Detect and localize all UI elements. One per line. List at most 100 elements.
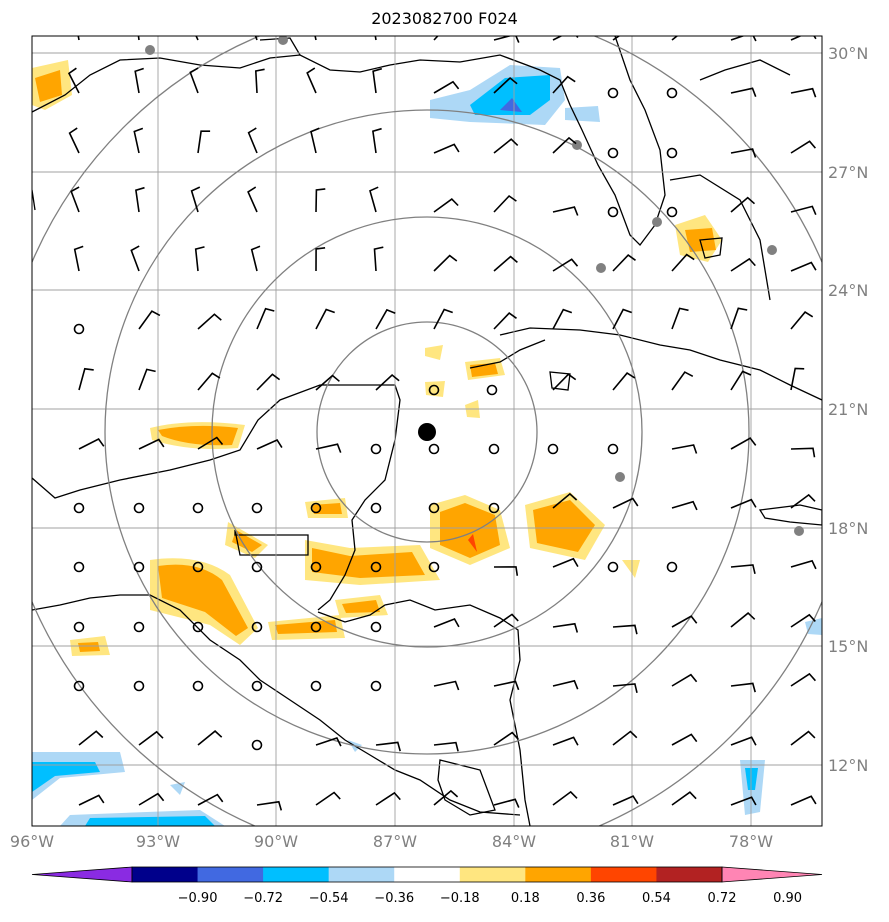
wind-barb [730, 196, 756, 213]
wind-barbs [67, 36, 817, 811]
calm-circle [428, 384, 440, 396]
wind-barb [790, 261, 817, 272]
wind-barb [197, 730, 223, 746]
map-area [32, 36, 822, 826]
calm-circle [428, 443, 440, 455]
wind-barb [138, 368, 156, 391]
wind-barb [612, 308, 632, 330]
calm-circle [192, 621, 204, 633]
colorbar: −0.90 −0.72 −0.54 −0.36 −0.18 0.18 0.36 0.54 0.7… [31, 866, 823, 906]
lon-label: 78°W [729, 832, 773, 851]
wind-barb [671, 615, 698, 628]
wind-barb [730, 370, 752, 391]
calm-circle [486, 384, 498, 396]
wind-barb [790, 205, 817, 216]
station-dot [278, 36, 288, 45]
wind-barb [433, 618, 460, 628]
wind-barb [133, 127, 144, 154]
wind-barb [375, 308, 396, 330]
range-rings [32, 36, 822, 826]
range-ring [316, 321, 538, 543]
wind-barb [375, 373, 400, 391]
range-ring [211, 216, 643, 648]
wind-barb [671, 444, 698, 454]
calm-circle [192, 680, 204, 692]
wind-barb [433, 789, 459, 806]
wind-barb [552, 308, 573, 330]
colorbar-tick-label: 0.36 [576, 891, 605, 906]
wind-barb [78, 437, 105, 450]
wind-barb [790, 795, 817, 806]
wind-barb [493, 36, 520, 43]
station-dot [596, 263, 606, 273]
calm-circle [607, 206, 619, 218]
wind-barb [315, 374, 340, 391]
wind-barb [493, 798, 520, 808]
wind-barb [70, 186, 80, 213]
wind-barb [790, 493, 816, 509]
wind-barb [306, 67, 317, 94]
wind-barb [612, 254, 636, 272]
wind-barb [375, 741, 401, 752]
wind-barb [730, 682, 756, 693]
wind-barb [552, 679, 579, 690]
colorbar-swatch [263, 867, 330, 882]
wind-barb [493, 731, 519, 746]
wind-barb [730, 307, 748, 330]
wind-barb [372, 67, 383, 94]
lon-label: 81°W [610, 832, 654, 851]
wind-barb [315, 308, 335, 330]
station-dot [767, 245, 777, 255]
latitude-labels: 30°N 27°N 24°N 21°N 18°N 15°N 12°N [828, 44, 868, 775]
wind-barb [433, 680, 460, 691]
wind-barb [138, 730, 164, 746]
lat-label: 30°N [828, 44, 868, 63]
calm-circle [607, 561, 619, 573]
calm-circle [73, 323, 85, 335]
wind-barb [135, 186, 145, 213]
wind-barb [612, 683, 638, 693]
calm-wind-circles [73, 87, 678, 751]
calm-circle [607, 147, 619, 159]
wind-barb [256, 438, 283, 450]
wind-barb [790, 367, 805, 391]
calm-circle [251, 739, 263, 751]
wind-barb [730, 564, 756, 574]
lon-label: 93°W [136, 832, 180, 851]
wind-barb [256, 373, 281, 391]
wind-barb [134, 67, 144, 94]
wind-barb [493, 312, 517, 330]
wind-barb [671, 253, 695, 272]
lat-label: 12°N [828, 756, 868, 775]
calm-circle [370, 680, 382, 692]
wind-barb [790, 672, 816, 687]
calm-circle [666, 561, 678, 573]
wind-barb [130, 245, 140, 272]
wind-barb [373, 246, 384, 272]
wind-barb [197, 436, 224, 450]
wind-barb [730, 257, 756, 272]
wind-barb [493, 566, 519, 576]
wind-barb [247, 186, 258, 213]
colorbar-tick-label: 0.90 [773, 891, 802, 906]
lat-label: 15°N [828, 637, 868, 656]
colorbar-swatch [394, 867, 461, 882]
lon-label: 90°W [254, 832, 298, 851]
wind-barb [493, 255, 518, 272]
lon-label: 96°W [10, 832, 54, 851]
wind-barb [790, 559, 817, 570]
calm-circle [666, 87, 678, 99]
calm-circle [192, 561, 204, 573]
wind-barb [315, 188, 326, 213]
calm-circle [251, 621, 263, 633]
calm-circle [310, 680, 322, 692]
wind-barb [790, 613, 816, 628]
lon-label: 84°W [492, 832, 536, 851]
colorbar-tick-label: 0.54 [642, 891, 671, 906]
colorbar-swatch [132, 867, 199, 882]
wind-barb [315, 737, 342, 747]
calm-circle [488, 502, 500, 514]
calm-circle [370, 502, 382, 514]
colorbar-tick-label: −0.90 [178, 891, 218, 906]
